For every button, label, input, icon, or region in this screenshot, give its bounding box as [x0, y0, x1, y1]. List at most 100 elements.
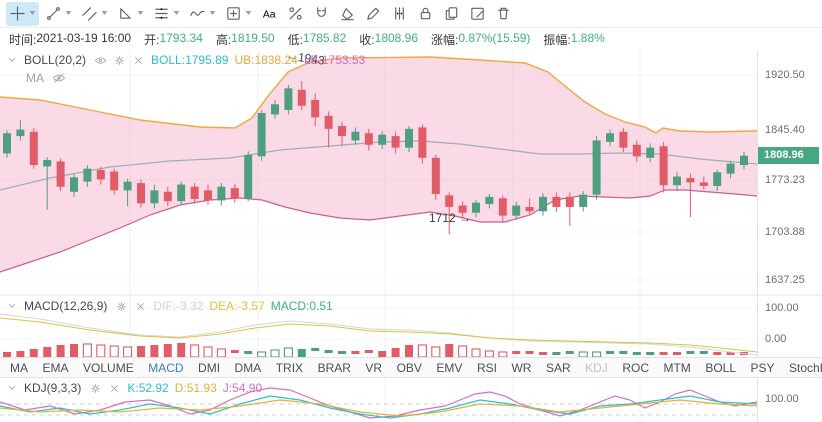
quote-amplitude: 振幅: 1.88%	[543, 30, 605, 47]
indicator-title: KDJ(9,3,3)	[24, 381, 82, 395]
macd-histogram-bar	[82, 343, 92, 358]
macd-histogram-bar	[699, 351, 708, 354]
drawn-annotation[interactable]: 1712 →	[429, 211, 472, 225]
dropdown-caret-icon[interactable]: ▼	[171, 10, 182, 17]
quote-open: 开: 1793.34	[144, 30, 203, 47]
macd-histogram-bar	[391, 348, 400, 357]
macd-histogram-bar	[458, 345, 468, 358]
indicator-value: K:52.92	[127, 381, 169, 395]
tab-trix[interactable]: TRIX	[275, 360, 304, 375]
close-button[interactable]	[108, 382, 121, 395]
dropdown-caret-icon[interactable]: ▼	[207, 10, 218, 17]
gear-button[interactable]	[115, 300, 128, 313]
eye-icon	[95, 56, 107, 64]
close-button[interactable]	[132, 54, 145, 67]
candle	[16, 120, 25, 141]
candle	[3, 130, 11, 158]
dea-line	[0, 317, 758, 353]
tab-ema[interactable]: EMA	[42, 360, 69, 375]
quote-time: 时间: 2021-03-19 16:00	[9, 30, 132, 47]
pattern-tool[interactable]: ▼	[222, 2, 255, 26]
tab-sar[interactable]: SAR	[545, 360, 571, 375]
candle	[284, 84, 293, 115]
tab-vr[interactable]: VR	[365, 360, 383, 375]
wave-tool[interactable]: ▼	[186, 2, 219, 26]
boll-lower-line	[0, 189, 758, 273]
dropdown-caret-icon[interactable]: ▼	[63, 10, 74, 17]
text-tool[interactable]: Aa	[258, 2, 281, 26]
macd-histogram-bar	[525, 351, 534, 354]
tab-rsi[interactable]: RSI	[476, 360, 497, 375]
macd-histogram-bar	[552, 352, 561, 355]
brush-tool[interactable]	[284, 2, 307, 26]
chart-canvas[interactable]	[0, 50, 822, 422]
trash-tool[interactable]	[492, 2, 515, 26]
tab-kdj[interactable]: KDJ	[585, 360, 608, 375]
tab-ma[interactable]: MA	[10, 360, 28, 375]
collapse-chevron[interactable]	[6, 382, 18, 394]
brush-icon	[288, 7, 302, 20]
magnet-tool[interactable]	[310, 2, 333, 26]
tab-roc[interactable]: ROC	[622, 360, 649, 375]
macd-histogram-bar	[539, 352, 547, 355]
note-tool[interactable]	[466, 2, 489, 26]
lock-tool[interactable]	[414, 2, 437, 26]
axis-label: 1920.50	[765, 69, 805, 81]
measure-tool[interactable]	[388, 2, 411, 26]
pen-tool[interactable]	[362, 2, 385, 26]
gear-icon	[117, 301, 127, 311]
tab-brar[interactable]: BRAR	[317, 360, 351, 375]
collapse-chevron[interactable]	[6, 54, 18, 66]
candle	[338, 121, 346, 147]
candle	[552, 192, 561, 213]
tab-stochrsi[interactable]: StochRSI	[789, 360, 822, 375]
candle	[137, 179, 145, 208]
macd-histogram-bar	[190, 344, 200, 358]
candle	[405, 125, 413, 153]
tab-dma[interactable]: DMA	[234, 360, 262, 375]
tab-mtm[interactable]: MTM	[663, 360, 691, 375]
axis-label: 100.00	[765, 393, 799, 405]
candle	[364, 128, 373, 151]
indicator-value: DIF:-3.32	[153, 299, 204, 313]
trendline-tool[interactable]: ▼	[42, 2, 75, 26]
gear-button[interactable]	[89, 382, 102, 395]
dropdown-caret-icon[interactable]: ▼	[135, 10, 146, 17]
eye-button[interactable]	[94, 54, 107, 67]
gear-button[interactable]	[113, 54, 126, 67]
dropdown-caret-icon[interactable]: ▼	[99, 10, 110, 17]
indicator-title: MACD(12,26,9)	[24, 299, 108, 313]
candle	[699, 176, 708, 190]
collapse-chevron[interactable]	[6, 300, 18, 312]
tab-boll[interactable]: BOLL	[705, 360, 736, 375]
dropdown-caret-icon[interactable]: ▼	[243, 10, 253, 17]
crosshair-tool[interactable]: ▼	[6, 1, 39, 26]
tab-emv[interactable]: EMV	[436, 360, 463, 375]
horizontal-lines-tool[interactable]: ▼	[150, 2, 183, 26]
dropdown-caret-icon[interactable]: ▼	[27, 10, 38, 17]
candle	[56, 158, 65, 192]
tab-dmi[interactable]: DMI	[198, 360, 221, 375]
macd-histogram-bar	[56, 345, 65, 357]
lock-icon	[420, 7, 430, 20]
close-button[interactable]	[134, 300, 147, 313]
tab-wr[interactable]: WR	[511, 360, 532, 375]
candle	[378, 131, 387, 150]
eraser-tool[interactable]	[336, 2, 359, 26]
boll-indicator-row: BOLL(20,2) BOLL:1795.89 UB:1838.24 LB:1753.…	[6, 52, 365, 68]
tab-volume[interactable]: VOLUME	[83, 360, 134, 375]
candle	[740, 152, 748, 170]
candle	[525, 198, 534, 215]
macd-histogram-bar	[471, 348, 481, 358]
tab-obv[interactable]: OBV	[396, 360, 422, 375]
tab-psy[interactable]: PSY	[750, 360, 775, 375]
eye-off-button[interactable]	[52, 71, 66, 85]
macd-indicator-row: MACD(12,26,9) DIF:-3.32 DEA:-3.57 MACD:0.51	[6, 298, 333, 314]
channel-tool[interactable]: ▼	[78, 2, 111, 26]
triangle-tool[interactable]: ▼	[114, 2, 147, 26]
copy-tool[interactable]	[440, 2, 463, 26]
macd-histogram-bar	[311, 348, 320, 351]
candle	[70, 174, 78, 197]
tab-macd[interactable]: MACD	[148, 360, 184, 375]
candle	[271, 99, 279, 119]
